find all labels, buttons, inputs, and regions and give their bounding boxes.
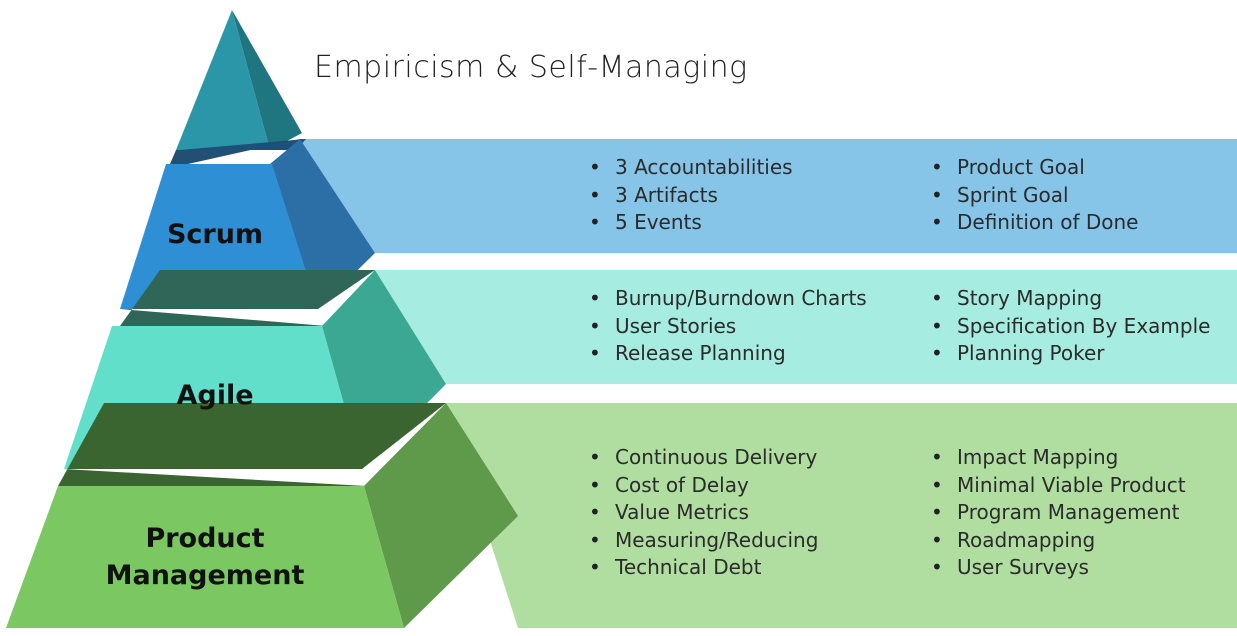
- apex-side: [232, 10, 302, 150]
- list-item: Value Metrics: [589, 499, 818, 527]
- list-item: Roadmapping: [931, 527, 1186, 555]
- list-item: Measuring/Reducing: [589, 527, 818, 555]
- scrum-list-left: 3 Accountabilities 3 Artifacts 5 Events: [589, 154, 793, 237]
- agile-top: [112, 270, 375, 326]
- scrum-list-right: Product Goal Sprint Goal Definition of D…: [931, 154, 1138, 237]
- list-item: Product Goal: [931, 154, 1138, 182]
- scrum-label: Scrum: [166, 219, 264, 250]
- list-item: 5 Events: [589, 209, 793, 237]
- list-item: Cost of Delay: [589, 472, 818, 500]
- list-item: 3 Artifacts: [589, 182, 793, 210]
- list-item: 3 Accountabilities: [589, 154, 793, 182]
- pm-side: [364, 403, 518, 628]
- pm-front: [6, 486, 404, 628]
- scrum-top: [170, 139, 304, 164]
- list-item: Continuous Delivery: [589, 444, 818, 472]
- list-item: Release Planning: [589, 340, 867, 368]
- list-item: User Stories: [589, 313, 867, 341]
- agile-label: Agile: [176, 380, 254, 411]
- apex-front: [176, 10, 270, 150]
- pm-top: [58, 403, 446, 486]
- list-item: Story Mapping: [931, 285, 1210, 313]
- list-item: Definition of Done: [931, 209, 1138, 237]
- agile-list-right: Story Mapping Specification By Example P…: [931, 285, 1210, 368]
- agile-list-left: Burnup/Burndown Charts User Stories Rele…: [589, 285, 867, 368]
- list-item: Program Management: [931, 499, 1186, 527]
- pm-list-right: Impact Mapping Minimal Viable Product Pr…: [931, 444, 1186, 582]
- list-item: Sprint Goal: [931, 182, 1138, 210]
- diagram-title: Empiricism & Self-Managing: [314, 50, 748, 85]
- pm-list-left: Continuous Delivery Cost of Delay Value …: [589, 444, 818, 582]
- scrum-side: [270, 139, 375, 309]
- list-item: Impact Mapping: [931, 444, 1186, 472]
- list-item: Minimal Viable Product: [931, 472, 1186, 500]
- pm-label-line1: Product: [145, 523, 265, 554]
- pm-label-line2: Management: [105, 560, 305, 591]
- list-item: Burnup/Burndown Charts: [589, 285, 867, 313]
- list-item: User Surveys: [931, 554, 1186, 582]
- list-item: Technical Debt: [589, 554, 818, 582]
- list-item: Specification By Example: [931, 313, 1210, 341]
- list-item: Planning Poker: [931, 340, 1210, 368]
